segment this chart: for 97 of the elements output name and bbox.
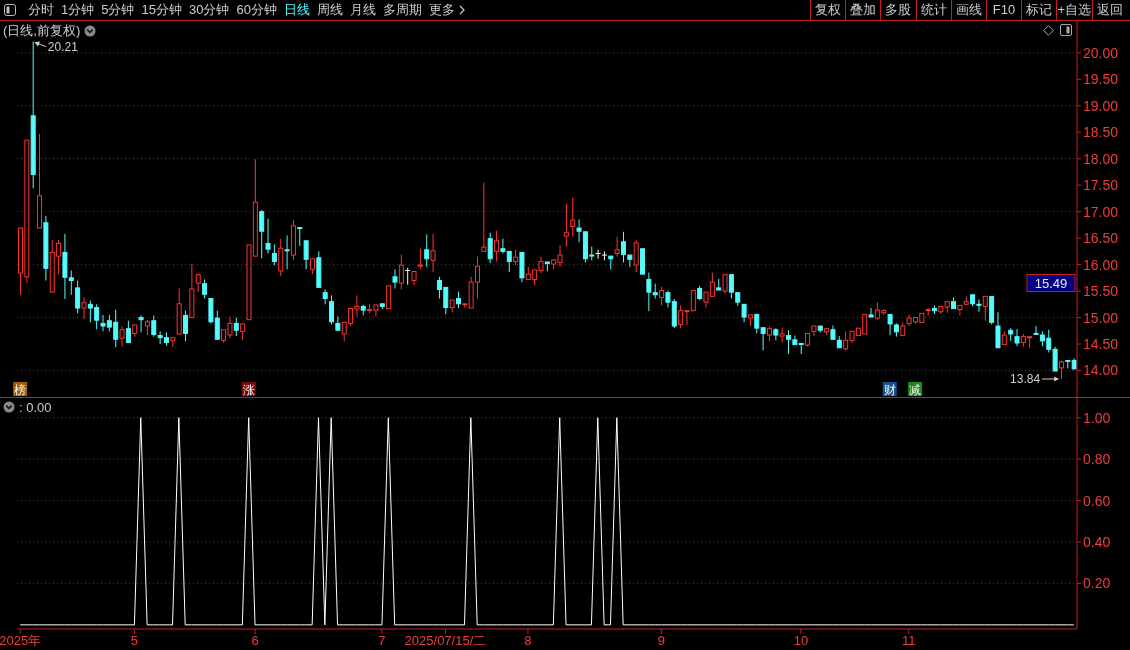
candlestick xyxy=(741,303,747,323)
text: +自选 xyxy=(1056,0,1092,20)
candlestick xyxy=(43,215,49,281)
chart-title: (日线,前复权) xyxy=(3,22,81,40)
text: 画线 xyxy=(950,0,986,20)
candlestick xyxy=(430,233,436,273)
candlestick xyxy=(138,314,144,333)
text: 月线 xyxy=(349,1,376,19)
y-tick-label: 18.50 xyxy=(1083,124,1119,141)
y-tick-label: 16.50 xyxy=(1083,230,1119,247)
candlestick xyxy=(132,324,138,338)
candlestick xyxy=(386,285,392,310)
text: 1分钟 xyxy=(61,1,95,19)
candlestick xyxy=(411,270,417,286)
y-tick-label: 19.00 xyxy=(1083,97,1119,114)
text: F10 xyxy=(985,0,1022,20)
candlestick xyxy=(868,307,874,318)
candlestick xyxy=(176,287,182,335)
text: 返回 xyxy=(1091,0,1127,20)
y-tick-label: 20.00 xyxy=(1083,44,1119,61)
text: 5分钟 xyxy=(101,1,135,19)
candlestick xyxy=(932,304,938,315)
candlestick xyxy=(951,296,957,310)
candlestick xyxy=(1014,328,1020,347)
x-tick-label: 7 xyxy=(378,633,386,648)
candlestick xyxy=(392,268,398,289)
text: 复权 xyxy=(810,0,846,20)
text: 15分钟 xyxy=(141,1,182,19)
chart-title: : 0.00 xyxy=(19,399,52,415)
candlestick xyxy=(595,249,602,260)
candlestick xyxy=(424,233,430,268)
candlestick xyxy=(608,255,614,270)
candlestick xyxy=(982,295,988,322)
text: 多股 xyxy=(880,0,916,20)
text: 30分钟 xyxy=(188,1,230,19)
y-tick-label: 1.00 xyxy=(1083,409,1111,426)
x-tick-label: 8 xyxy=(524,633,532,648)
x-tick-label: 2025/07/15/二 xyxy=(404,633,487,648)
candlestick xyxy=(995,311,1001,349)
y-tick-label: 0.20 xyxy=(1083,575,1111,592)
text: 多周期 xyxy=(382,1,422,19)
y-tick-label: 14.00 xyxy=(1083,362,1119,379)
candlestick xyxy=(519,251,525,283)
candlestick xyxy=(957,304,963,316)
text: 日线 xyxy=(283,1,310,19)
candlestick xyxy=(570,197,576,238)
candlestick xyxy=(481,182,487,252)
y-tick-label: 0.60 xyxy=(1083,492,1111,509)
candlestick xyxy=(614,236,620,258)
text: 标记 xyxy=(1021,0,1057,20)
candlestick xyxy=(449,299,455,313)
candlestick xyxy=(37,133,43,229)
candlestick xyxy=(640,248,646,275)
x-tick-label: 6 xyxy=(251,633,259,648)
y-tick-label: 16.00 xyxy=(1083,256,1119,273)
text: 叠加 xyxy=(845,0,881,20)
text: 更多 xyxy=(428,1,455,19)
candlestick xyxy=(976,299,982,313)
annotation: 20.21 xyxy=(47,39,79,54)
annotation: 13.84 xyxy=(1010,372,1041,387)
candlestick xyxy=(963,295,969,305)
candlestick xyxy=(494,230,500,262)
y-tick-label: 0.40 xyxy=(1083,533,1111,550)
candlestick xyxy=(151,314,157,338)
y-tick-label: 15.50 xyxy=(1083,283,1119,300)
candlestick xyxy=(830,325,836,340)
candlestick xyxy=(722,274,728,295)
candlestick xyxy=(563,203,569,248)
x-tick-label: 9 xyxy=(657,633,665,648)
candlestick xyxy=(303,240,309,270)
candlestick xyxy=(81,296,87,320)
text: 分时 xyxy=(28,1,54,19)
y-tick-label: 17.50 xyxy=(1083,177,1119,194)
candlestick xyxy=(836,335,842,349)
y-tick-label: 17.00 xyxy=(1083,203,1119,220)
candlestick xyxy=(811,325,817,337)
x-tick-label: 2025年 xyxy=(0,633,42,648)
text: 统计 xyxy=(915,0,951,20)
y-tick-label: 14.50 xyxy=(1083,336,1119,353)
x-tick-label: 5 xyxy=(130,633,139,648)
annotation: 15.49 xyxy=(1034,275,1068,291)
x-tick-label: 11 xyxy=(902,633,916,648)
y-tick-label: 18.00 xyxy=(1083,150,1119,167)
x-tick-label: 10 xyxy=(793,633,809,648)
text: 60分钟 xyxy=(236,1,277,19)
candlestick xyxy=(119,326,125,348)
y-tick-label: 19.50 xyxy=(1083,71,1119,88)
candlestick xyxy=(189,263,195,319)
y-tick-label: 0.80 xyxy=(1083,451,1111,468)
text: 周线 xyxy=(316,1,343,19)
candlestick xyxy=(284,234,290,270)
candlestick xyxy=(335,316,341,331)
candlestick xyxy=(30,41,36,189)
candlestick xyxy=(297,227,303,247)
y-tick-label: 15.00 xyxy=(1083,309,1119,326)
candlestick xyxy=(265,218,271,254)
candlestick xyxy=(316,250,322,288)
